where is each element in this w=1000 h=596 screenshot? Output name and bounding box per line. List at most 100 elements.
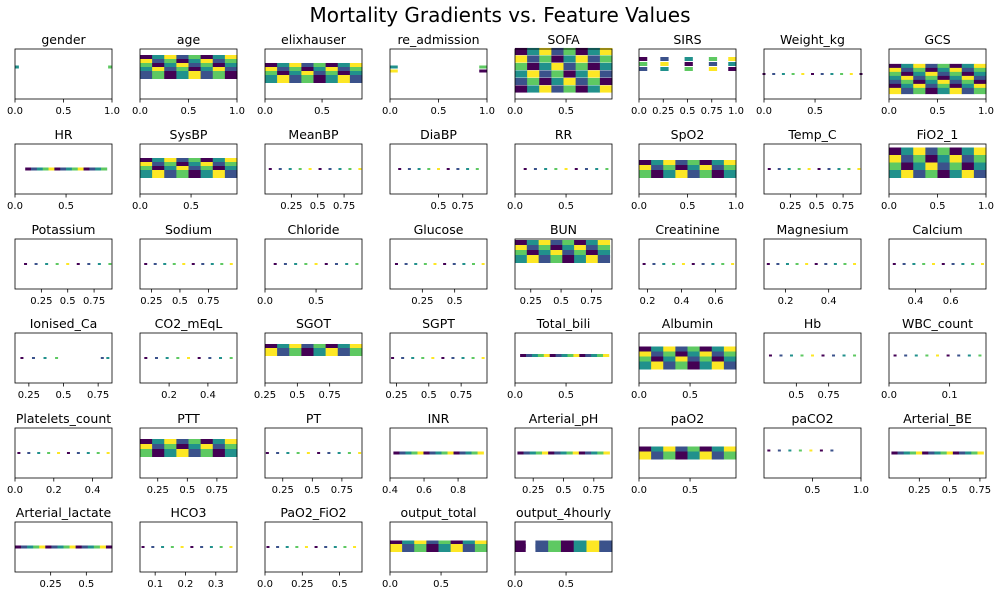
subplot-title: Creatinine [655,222,720,237]
subplot-title: DiaBP [420,127,457,142]
axes-frame [139,521,238,573]
heatmap-cell [937,79,951,87]
heatmap-cell [441,451,448,455]
x-tick-label: 0.2 [161,390,177,401]
x-tick-label: 0.5 [680,106,696,117]
heatmap-cell [901,155,914,163]
x-tick-label: 0.75 [319,390,341,401]
heatmap-cell [200,170,214,178]
heatmap-cell [31,357,35,359]
heatmap-cell [288,168,292,170]
x-tick-label: 0.0 [507,106,523,117]
heatmap-cell [949,162,963,171]
heatmap-cell [597,240,611,248]
x-tick-label: 0.0 [382,106,398,117]
x-tick-label: 0.5 [682,485,698,496]
heatmap-cell [901,71,914,79]
heatmap-cell [427,168,431,170]
subplot-title: Weight_kg [780,32,845,47]
heatmap-cell [334,263,338,265]
axes-frame [763,332,862,384]
heatmap-cell [187,357,190,359]
heatmap-cell [515,240,528,248]
heatmap-cell [723,356,737,365]
heatmap-cell [913,147,926,156]
heatmap-cell [324,263,328,265]
x-tick-label: 0.5 [433,579,449,590]
heatmap-cell [520,354,527,357]
x-tick-label: 0.5 [56,390,72,401]
heatmap-cell [901,83,914,91]
heatmap-cell [639,356,652,365]
heatmap-cell [538,245,551,253]
x-tick-label: 0.5 [930,201,946,212]
heatmap-cell [587,47,601,56]
heatmap-cell [140,439,153,447]
heatmap-cell [355,263,359,265]
x-tick-label: 0.4 [821,296,837,307]
x-tick-label: 0.5 [60,296,76,307]
heatmap-cell [687,451,701,460]
heatmap-cell [268,168,272,170]
heatmap-cell [176,357,180,359]
heatmap-cell [961,71,975,79]
x-tick-label: 0.0 [631,106,647,117]
heatmap-cell [767,168,771,170]
heatmap-cell [587,85,601,93]
heatmap-cell [699,346,713,355]
heatmap-cell [675,160,688,168]
axes-frame [14,238,113,290]
heatmap-cell [915,451,923,455]
heatmap-cell [805,263,809,265]
subplot-sodium: Sodium 0.25 0.5 0.75 [139,222,238,307]
heatmap-cell [212,170,226,178]
heatmap-cell [191,263,195,265]
heatmap-cell [925,71,938,79]
heatmap-cell [949,63,963,71]
heatmap-cell [212,71,226,79]
subplot-title: WBC_count [902,316,973,331]
subplot-sgot: SGOT 0.25 0.5 0.75 [254,316,363,401]
x-tick-label: 0.5 [304,485,320,496]
heatmap-cell [152,449,165,457]
heatmap-cell [562,245,575,253]
heatmap-cell [140,444,153,452]
heatmap-cell [814,263,818,265]
x-tick-label: 0.5 [680,201,696,212]
heatmap-cell [474,544,488,552]
heatmap-cell [337,75,351,83]
subplot-title: CO2_mEqL [155,316,223,331]
heatmap-cell [54,167,61,171]
axes-frame [763,238,862,290]
heatmap-cell [777,449,781,452]
x-tick-label: 0.25 [280,201,302,212]
heatmap-cell [527,85,540,93]
heatmap-cell [81,545,89,549]
heatmap-cell [188,449,202,457]
heatmap-cell [152,439,165,447]
heatmap-cell [66,167,73,171]
heatmap-cell [681,263,685,265]
heatmap-cell [314,263,318,265]
heatmap-cell [586,544,600,552]
heatmap-cell [766,263,770,265]
heatmap-cell [651,356,664,365]
x-tick-label: 0.5 [431,106,447,117]
heatmap-cell [140,71,153,79]
heatmap-cell [394,263,398,265]
heatmap-cell [913,79,926,87]
heatmap-cell [515,544,526,552]
x-tick-label: 0.25 [147,485,169,496]
heatmap-cell [684,62,693,66]
heatmap-cell [36,167,44,171]
heatmap-cell [961,263,965,265]
heatmap-cell [527,70,540,78]
x-tick-label: 0.2 [640,296,656,307]
heatmap-cell [515,55,528,63]
heatmap-cell [188,444,202,452]
heatmap-cell [957,354,961,357]
heatmap-cell [687,160,701,168]
heatmap-cell [338,168,342,170]
heatmap-cell [200,71,214,79]
heatmap-cell [961,147,975,156]
